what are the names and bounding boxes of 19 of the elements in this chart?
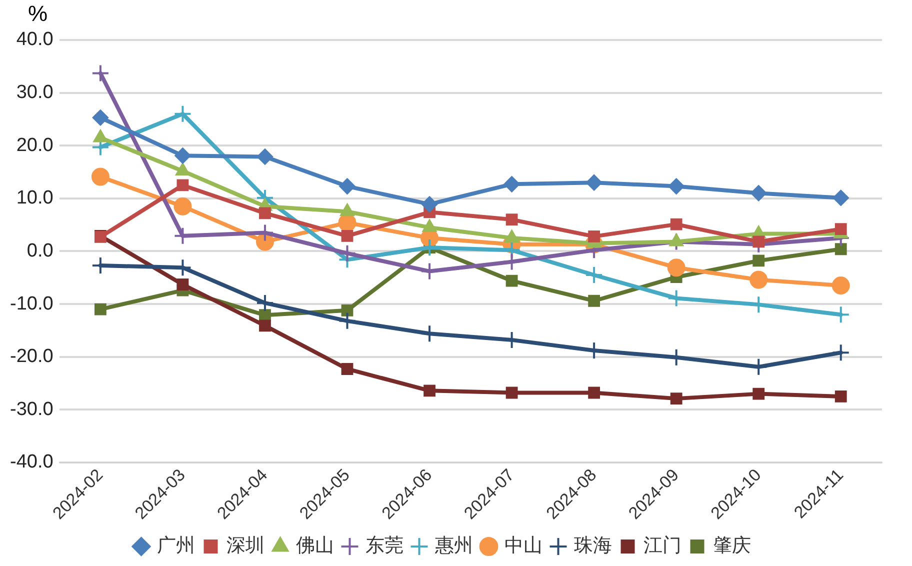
y-tick-label: 30.0 (16, 82, 54, 104)
legend-label: 肇庆 (712, 534, 751, 557)
legend-label: 东莞 (365, 536, 404, 557)
y-tick-label: -30.0 (10, 398, 54, 420)
legend-label: 中山 (504, 536, 542, 557)
legend-label: 江门 (643, 534, 682, 557)
y-tick-label: -40.0 (10, 452, 54, 473)
y-tick-label: 20.0 (16, 134, 54, 156)
legend-label: 珠海 (574, 536, 612, 557)
y-tick-label: -10.0 (10, 293, 54, 314)
legend-label: 广州 (156, 534, 195, 557)
y-axis-title: % (28, 1, 48, 26)
legend-label: 佛山 (296, 536, 334, 557)
y-tick-label: 10.0 (16, 188, 54, 209)
y-tick-label: 0.0 (26, 240, 54, 262)
legend-label: 深圳 (226, 536, 264, 557)
y-tick-label: -20.0 (10, 346, 54, 368)
y-tick-label: 40.0 (16, 29, 54, 50)
legend-label: 惠州 (434, 536, 473, 557)
